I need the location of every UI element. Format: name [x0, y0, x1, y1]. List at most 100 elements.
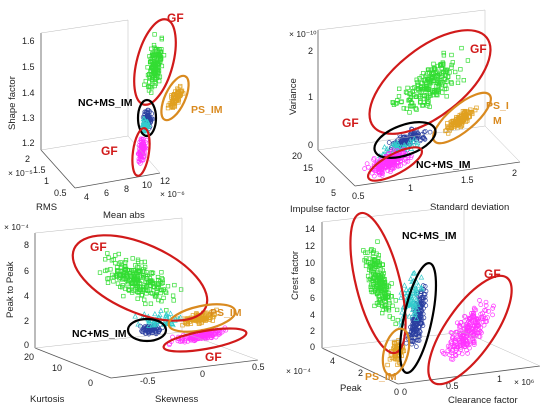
scatter-point	[409, 278, 415, 284]
scatter-point	[443, 83, 448, 88]
tick-label: 2	[512, 168, 517, 178]
scatter-point	[410, 86, 415, 91]
scatter-point	[403, 158, 409, 164]
scatter-point	[144, 270, 149, 275]
tick-label: 0.5	[54, 188, 67, 198]
scatter-point	[483, 303, 489, 308]
panel-bottom-left: × 10⁻⁴ 8 6 4 2 0 20 10 0 -0.5 0 0.5 Peak…	[4, 217, 265, 405]
scatter-point	[132, 280, 137, 285]
scatter-point	[121, 276, 126, 281]
x-axis-label: Skewness	[155, 394, 199, 405]
annotation-gf: GF	[90, 240, 107, 254]
scatter-point	[474, 320, 480, 326]
scatter-point	[409, 104, 414, 109]
scatter-point	[454, 122, 460, 127]
scatter-point	[154, 47, 159, 52]
scatter-point	[477, 298, 482, 303]
tick-label: 10	[315, 175, 325, 185]
scatter-point	[137, 153, 143, 159]
scatter-point	[143, 330, 149, 336]
scatter-point	[165, 284, 171, 289]
scatter-point	[459, 114, 464, 119]
scatter-point	[145, 110, 151, 116]
scatter-point	[179, 338, 185, 344]
scatter-point	[378, 164, 384, 169]
cluster-ellipse-gf-lower	[131, 127, 151, 177]
tick-label: 8	[310, 276, 315, 286]
annotation-nc-ms-im: NC+MS_IM	[72, 328, 127, 340]
scatter-point	[401, 106, 406, 111]
tick-label: 1.2	[22, 138, 35, 148]
scatter-point	[475, 317, 480, 323]
tick-label: 0	[394, 387, 399, 397]
scatter-point	[143, 301, 148, 307]
scatter-point	[449, 350, 454, 356]
scatter-point	[175, 86, 180, 91]
scatter-point	[171, 298, 176, 303]
scatter-point	[423, 298, 428, 303]
scatter-point	[172, 282, 177, 288]
scatter-point	[471, 340, 477, 346]
scatter-point	[473, 325, 478, 331]
scatter-point	[135, 259, 141, 264]
scatter-point	[113, 253, 118, 258]
scatter-point	[449, 52, 454, 58]
tick-label: 1	[497, 374, 502, 384]
scatter-point	[416, 338, 422, 343]
tick-label: 1	[408, 183, 413, 193]
scatter-point	[409, 100, 414, 105]
scatter-point	[440, 80, 445, 85]
scatter-point	[393, 321, 398, 327]
scatter-point	[152, 310, 158, 317]
scatter-point	[413, 315, 420, 321]
scatter-point	[460, 335, 466, 341]
scatter-point	[419, 74, 424, 79]
scatter-point	[142, 146, 148, 151]
annotation-nc-ms-im: NC+MS_IM	[416, 159, 471, 171]
scatter-point	[113, 260, 118, 266]
cluster-ellipse-nc	[136, 98, 158, 138]
scatter-point	[159, 49, 164, 55]
scatter-point	[440, 62, 446, 67]
scatter-point	[412, 295, 418, 301]
scatter-point	[444, 94, 449, 99]
scatter-point	[384, 284, 389, 290]
scatter-point	[178, 91, 183, 97]
scatter-point	[427, 70, 432, 75]
tick-label: 10	[52, 363, 62, 373]
scatter-point	[170, 293, 176, 298]
scatter-point	[117, 261, 122, 266]
tick-label: 0.5	[446, 381, 459, 391]
scatter-point	[406, 313, 413, 319]
scatter-point	[450, 334, 456, 340]
scatter-point	[152, 83, 157, 89]
scatter-point	[386, 140, 392, 145]
scatter-point	[458, 67, 463, 72]
scatter-point	[139, 293, 144, 298]
scatter-point	[491, 303, 496, 309]
scatter-point	[425, 67, 431, 72]
scatter-point	[145, 65, 150, 70]
scatter-point	[111, 274, 117, 280]
scatter-point	[383, 164, 389, 169]
scatter-point	[129, 290, 135, 295]
tick-label: 0	[402, 387, 407, 397]
scatter-point	[123, 266, 129, 272]
scatter-point	[414, 107, 419, 112]
scatter-point	[181, 91, 186, 96]
scatter-point	[106, 276, 111, 281]
scatter-point	[388, 160, 394, 166]
tick-label: 0.5	[252, 362, 265, 372]
scatter-point	[389, 142, 396, 148]
scatter-point	[446, 74, 451, 79]
scatter-point	[123, 260, 128, 265]
scatter-point	[371, 168, 377, 173]
scatter-point	[462, 110, 467, 115]
tick-label: 1.5	[22, 62, 35, 72]
scatter-point	[410, 89, 415, 94]
scatter-point	[114, 265, 120, 270]
scatter-point	[152, 65, 157, 71]
scatter-point	[369, 282, 374, 288]
annotation-gf: GF	[342, 116, 359, 130]
scatter-point	[140, 116, 147, 122]
